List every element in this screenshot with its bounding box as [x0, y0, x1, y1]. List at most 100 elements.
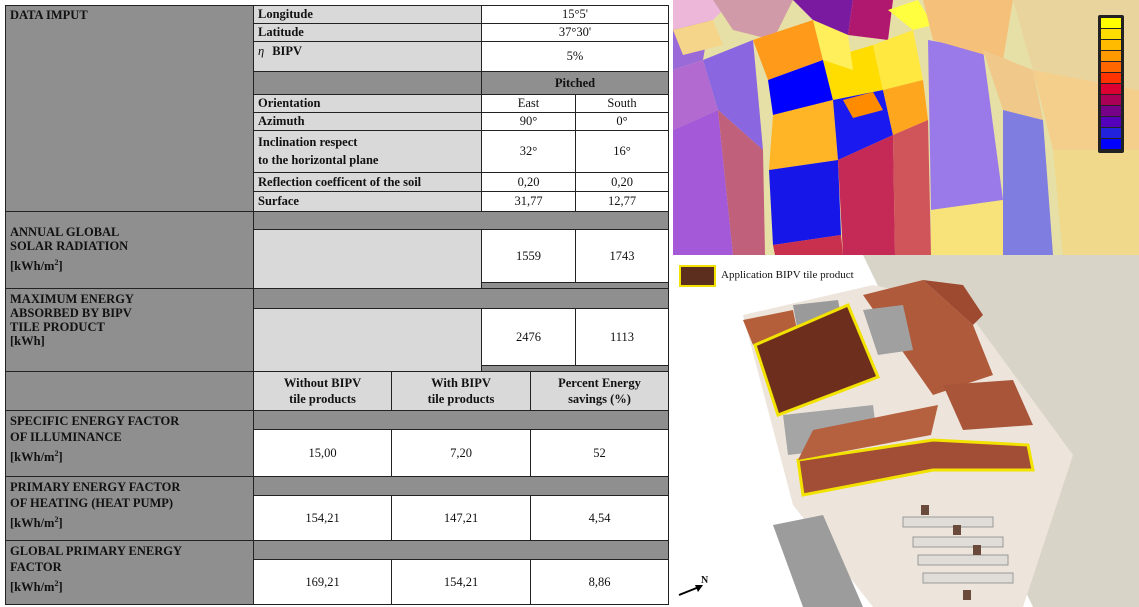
- heating-spacer: [253, 476, 669, 496]
- surface-label: Surface: [253, 191, 482, 212]
- illuminance-without: 15,00: [253, 429, 392, 477]
- col-savings-line2: savings (%): [568, 392, 631, 406]
- roof-grey: [863, 305, 913, 355]
- window: [963, 590, 971, 600]
- rooftop: [813, 20, 853, 70]
- building-facade: [673, 110, 733, 255]
- bipv-application-3d-map: Application BIPV tile product N: [673, 255, 1139, 607]
- unit-sup: 2: [54, 258, 59, 267]
- rooftop: [883, 80, 928, 135]
- unit-text: [kWh/m: [10, 580, 55, 595]
- max-energy-spacer: [253, 288, 669, 309]
- annual-radiation-empty: [253, 229, 482, 289]
- bipv-roof-area: [753, 303, 880, 417]
- illuminance-unit: [kWh/m2]: [10, 447, 249, 464]
- surface-south: 12,77: [575, 191, 669, 212]
- heating-line2: OF HEATING (HEAT PUMP): [10, 496, 174, 510]
- annual-radiation-spacer: [253, 211, 669, 230]
- illuminance-with: 7,20: [391, 429, 531, 477]
- pitched-spacer: [253, 71, 482, 95]
- building-facade: [838, 135, 895, 255]
- color-scale-step: [1101, 106, 1121, 116]
- roof-tiles: [798, 405, 938, 460]
- application-render: [743, 255, 1139, 607]
- azimuth-label: Azimuth: [253, 112, 482, 131]
- balcony: [902, 516, 994, 528]
- global-primary-savings: 8,86: [530, 559, 669, 605]
- unit-sup: 2: [54, 515, 59, 524]
- eta-label: η BIPV: [253, 41, 482, 72]
- reflection-east: 0,20: [481, 172, 576, 192]
- rooftop: [931, 200, 1003, 255]
- annual-radiation-east: 1559: [481, 229, 576, 283]
- balcony: [912, 536, 1004, 548]
- unit-close: ]: [58, 516, 63, 531]
- reflection-south: 0,20: [575, 172, 669, 192]
- latitude-label: Latitude: [253, 23, 482, 42]
- illuminance-line2: OF ILLUMINANCE: [10, 430, 122, 444]
- azimuth-south: 0°: [575, 112, 669, 131]
- global-primary-label: GLOBAL PRIMARY ENERGY FACTOR [kWh/m2]: [5, 540, 254, 605]
- rooftop: [1053, 150, 1139, 255]
- global-primary-without: 169,21: [253, 559, 392, 605]
- heating-with: 147,21: [391, 495, 531, 541]
- heating-line1: PRIMARY ENERGY FACTOR: [10, 480, 181, 494]
- rooftop: [888, 0, 933, 30]
- unit-close: ]: [58, 259, 63, 274]
- window: [973, 545, 981, 555]
- color-scale-legend: [1098, 15, 1124, 153]
- max-energy-unit: [kWh]: [10, 334, 45, 348]
- color-scale-step: [1101, 62, 1121, 72]
- roof-grey: [773, 515, 863, 607]
- inclination-label-line1: Inclination respect: [258, 134, 358, 149]
- building-facade: [718, 110, 765, 255]
- north-arrow-head: [695, 585, 703, 592]
- illuminance-line1: SPECIFIC ENERGY FACTOR: [10, 414, 180, 428]
- orientation-label: Orientation: [253, 94, 482, 113]
- col-savings: Percent Energy savings (%): [530, 371, 669, 411]
- max-energy-empty: [253, 308, 482, 372]
- inclination-east: 32°: [481, 130, 576, 173]
- heating-without: 154,21: [253, 495, 392, 541]
- inclination-south: 16°: [575, 130, 669, 173]
- north-arrow-icon: [677, 578, 707, 598]
- balcony: [917, 554, 1009, 566]
- global-primary-unit: [kWh/m2]: [10, 577, 249, 594]
- rooftop: [873, 30, 923, 90]
- azimuth-east: 90°: [481, 112, 576, 131]
- rooftop: [983, 50, 1043, 120]
- eta-symbol: η: [258, 44, 265, 58]
- color-scale-step: [1101, 73, 1121, 83]
- global-primary-with: 154,21: [391, 559, 531, 605]
- longitude-value: 15°5': [481, 5, 669, 24]
- heating-savings: 4,54: [530, 495, 669, 541]
- annual-radiation-south: 1743: [575, 229, 669, 283]
- color-scale-step: [1101, 18, 1121, 28]
- col-savings-line1: Percent Energy: [558, 376, 641, 390]
- unit-close: ]: [58, 580, 63, 595]
- north-arrow-shaft: [678, 586, 700, 596]
- rooftop: [769, 100, 838, 170]
- unit-text: [kWh/m: [10, 516, 55, 531]
- unit-text: [kWh/m: [10, 259, 55, 274]
- north-label: N: [701, 575, 709, 586]
- col-with-line2: tile products: [427, 392, 495, 406]
- building-facade: [703, 40, 763, 150]
- window: [921, 505, 929, 515]
- bipv-legend-swatch: [679, 265, 716, 287]
- longitude-label: Longitude: [253, 5, 482, 24]
- rooftop: [848, 0, 893, 40]
- col-with-line1: With BIPV: [431, 376, 491, 390]
- illuminance-savings: 52: [530, 429, 669, 477]
- annual-radiation-line1: ANNUAL GLOBAL: [10, 225, 120, 239]
- pitched-header: Pitched: [481, 71, 669, 95]
- unit-sup: 2: [54, 579, 59, 588]
- eta-value: 5%: [481, 41, 669, 72]
- unit-text: [kWh/m: [10, 450, 55, 465]
- heating-label: PRIMARY ENERGY FACTOR OF HEATING (HEAT P…: [5, 476, 254, 541]
- eta-bipv: BIPV: [272, 44, 303, 58]
- orientation-south: South: [575, 94, 669, 113]
- rooftop: [753, 20, 823, 80]
- inclination-label: Inclination respect to the horizontal pl…: [253, 130, 482, 173]
- bipv-legend-label: Application BIPV tile product: [721, 269, 854, 281]
